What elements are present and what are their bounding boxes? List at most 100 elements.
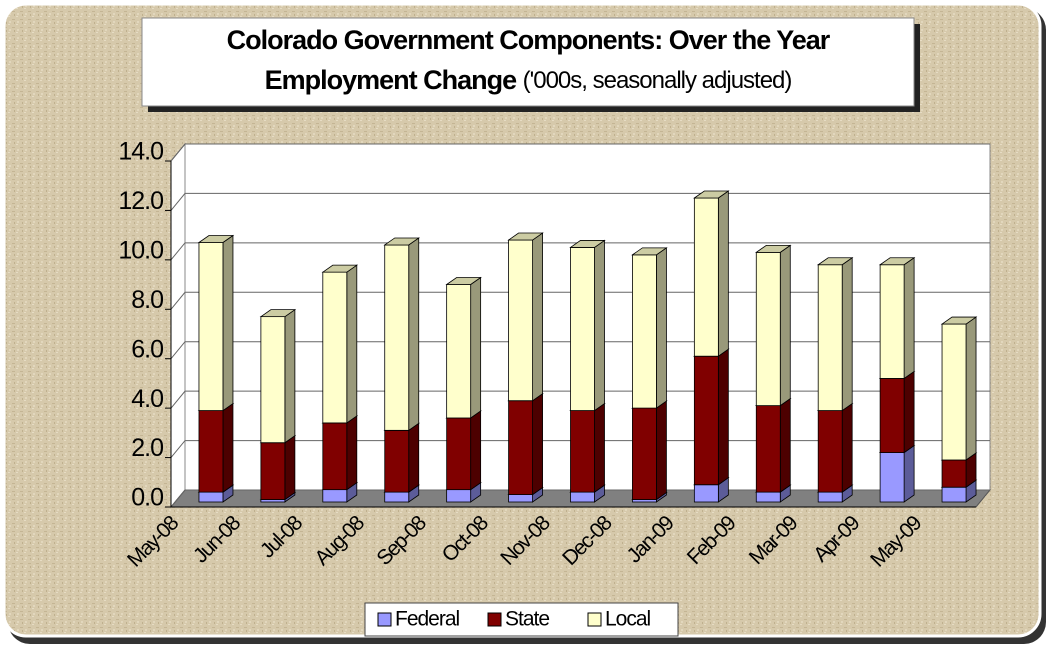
bar-side — [470, 410, 482, 491]
y-tick-label: 8.0 — [131, 286, 163, 314]
bar-top — [259, 309, 297, 318]
bar-segment — [383, 237, 420, 432]
bar-side — [346, 264, 358, 424]
bar-side — [656, 400, 667, 501]
bar-front — [322, 422, 348, 491]
bar-segment — [445, 410, 482, 491]
bar-side — [470, 276, 482, 419]
bar-segment — [755, 397, 792, 493]
bar-side — [841, 256, 853, 412]
bar-front — [879, 452, 905, 503]
legend-swatch — [487, 612, 502, 627]
legend — [364, 602, 679, 637]
y-tick-label: 12.0 — [118, 187, 163, 215]
bar-front — [632, 407, 657, 500]
bar-side — [903, 256, 915, 380]
bar-segment — [507, 392, 544, 496]
bar-side — [346, 415, 358, 491]
bar-front — [693, 484, 719, 503]
bar-front — [198, 242, 224, 411]
bar-front — [755, 251, 781, 407]
bar-side — [284, 434, 296, 501]
bar-side — [656, 247, 667, 409]
bar-front — [817, 264, 843, 411]
bar-front — [632, 254, 657, 409]
bar-side — [532, 232, 543, 402]
bar-front — [384, 491, 410, 503]
bar-side — [594, 402, 605, 493]
legend-swatch — [377, 612, 392, 627]
bar-side — [717, 348, 729, 486]
bar-segment — [631, 400, 668, 501]
bar-front — [570, 410, 595, 493]
bar-front — [693, 197, 719, 357]
bar-front — [446, 417, 472, 491]
side-wall — [170, 142, 186, 509]
bar-segment — [569, 402, 606, 493]
bar-top — [878, 257, 916, 266]
bar-side — [903, 370, 915, 454]
bar-front — [817, 410, 843, 493]
bar-front — [384, 244, 410, 431]
bar-front — [941, 486, 967, 503]
bar-segment — [755, 244, 792, 407]
bar-front — [570, 491, 595, 503]
bar-segment — [259, 308, 297, 444]
bar-front — [941, 459, 967, 488]
y-tick-label: 10.0 — [118, 236, 163, 264]
bar-front — [198, 491, 224, 503]
y-tick-label: 4.0 — [131, 385, 163, 413]
bar-segment — [383, 422, 420, 493]
bar-top — [321, 264, 359, 273]
legend-label: State — [505, 608, 549, 631]
bar-side — [779, 397, 791, 493]
bar-side — [594, 239, 605, 412]
bar-top — [569, 240, 606, 248]
y-tick-label: 6.0 — [131, 335, 163, 363]
bar-segment — [321, 264, 359, 424]
title-box — [141, 17, 915, 107]
bar-side — [284, 308, 296, 444]
bar-front — [198, 410, 224, 493]
bar-front — [755, 491, 781, 503]
bar-front — [260, 316, 286, 444]
legend-label: Local — [605, 608, 651, 631]
chart-title: Colorado Government Components: Over the… — [227, 25, 831, 55]
bar-segment — [693, 190, 730, 357]
y-tick-label: 14.0 — [118, 138, 163, 166]
bar-top — [507, 232, 544, 241]
bar-top — [940, 316, 978, 325]
bar-side — [965, 316, 977, 461]
bar-segment — [197, 402, 235, 493]
bar-top — [693, 190, 730, 199]
bar-top — [197, 235, 235, 243]
bar-segment — [631, 247, 668, 409]
bar-segment — [259, 434, 297, 501]
bar-segment — [321, 415, 359, 491]
y-tick-label: 0.0 — [131, 484, 163, 512]
bar-top — [383, 237, 420, 246]
bar-segment — [197, 234, 235, 412]
bar-front — [570, 247, 595, 411]
bar-segment — [445, 276, 482, 419]
bar-segment — [816, 256, 854, 412]
bar-front — [508, 400, 533, 495]
bar-front — [879, 378, 905, 453]
bar-segment — [878, 370, 916, 454]
bar-segment — [878, 444, 916, 503]
bar-segment — [569, 239, 606, 412]
bar-side — [408, 237, 420, 432]
bar-side — [779, 244, 791, 407]
chart-title: Employment Change — [265, 65, 518, 95]
bar-segment — [816, 402, 854, 493]
bar-front — [508, 494, 533, 503]
legend-items: Federal State Local — [377, 608, 652, 631]
bar-side — [532, 392, 543, 496]
legend-label: Federal — [395, 608, 460, 631]
chart-title-line2: Employment Change ('000s, seasonally adj… — [265, 65, 792, 95]
bar-front — [693, 355, 719, 486]
bar-segment — [878, 256, 916, 380]
